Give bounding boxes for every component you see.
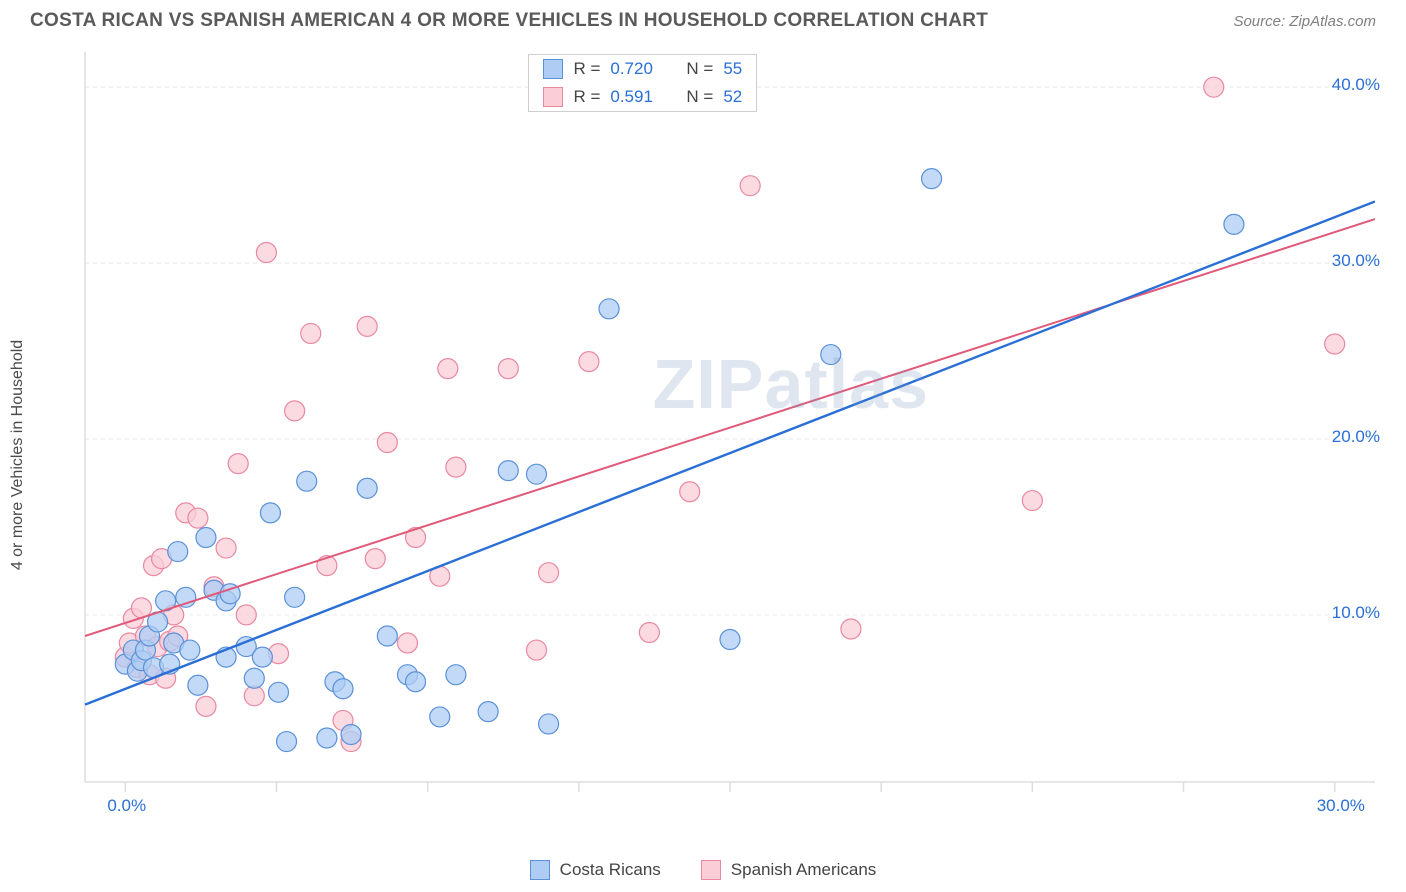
n-value: 52 [723,87,742,107]
r-label: R = [573,87,600,107]
y-tick-label: 30.0% [1332,251,1380,271]
stats-row: R = 0.720 N = 55 [529,55,756,83]
series-swatch [543,59,563,79]
stats-row: R = 0.591 N = 52 [529,83,756,111]
y-tick-label: 40.0% [1332,75,1380,95]
y-axis-label: 4 or more Vehicles in Household [9,340,27,570]
legend-label: Costa Ricans [560,860,661,880]
legend-swatch [530,860,550,880]
n-value: 55 [723,59,742,79]
x-tick-label: 0.0% [107,796,146,816]
r-value: 0.720 [610,59,662,79]
x-tick-label: 30.0% [1317,796,1365,816]
correlation-stats-box: R = 0.720 N = 55 R = 0.591 N = 52 [528,54,757,112]
series-legend: Costa Ricans Spanish Americans [0,860,1406,880]
legend-label: Spanish Americans [731,860,877,880]
n-label: N = [686,87,713,107]
series-swatch [543,87,563,107]
r-value: 0.591 [610,87,662,107]
n-label: N = [686,59,713,79]
source-attribution: Source: ZipAtlas.com [1233,13,1376,30]
y-tick-label: 20.0% [1332,427,1380,447]
chart-title: COSTA RICAN VS SPANISH AMERICAN 4 OR MOR… [30,10,988,32]
y-tick-label: 10.0% [1332,603,1380,623]
r-label: R = [573,59,600,79]
legend-item: Spanish Americans [701,860,877,880]
legend-item: Costa Ricans [530,860,661,880]
scatter-chart-svg [75,42,1375,812]
plot-area: ZIPatlas R = 0.720N = 55R = 0.591N = 52 … [75,42,1376,812]
legend-swatch [701,860,721,880]
